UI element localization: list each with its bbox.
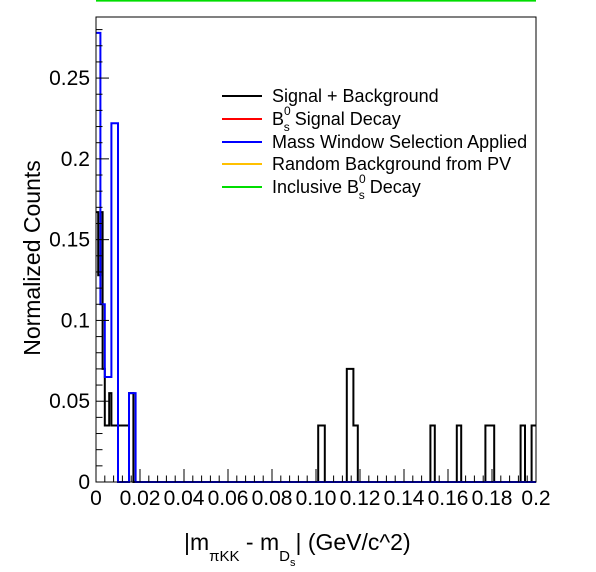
legend-label-3: Random Background from PV [272,154,511,174]
x-tick-label: 0.12 [340,487,381,510]
x-axis-title-part: D [279,548,290,565]
x-axis-title-part: | (GeV/c^2) [295,529,410,555]
y-tick-label: 0.1 [61,309,90,332]
axes-layer: 0 0.02 0.04 0.06 0.08 0.10 0.12 0.14 0.16 0.18 0.2… [49,16,551,510]
legend-subscript: s [284,120,290,134]
x-axis-title-part: πKK [209,548,239,565]
legend-subscript: s [359,188,365,202]
legend-label-0: Signal + Background [272,86,439,106]
x-tick-label: 0.06 [208,487,249,510]
y-tick-label: 0.25 [49,67,90,90]
y-axis-title: Normalized Counts [19,160,45,356]
legend-superscript: 0 [284,104,291,118]
x-axis-title: |mπKK - mDs | (GeV/c^2) [184,529,411,569]
x-tick-label: 0.02 [120,487,161,510]
legend-text-part: Inclusive B [272,177,359,197]
legend-text-part: Decay [365,177,421,197]
x-tick-label: 0.04 [164,487,205,510]
legend-label-2: Mass Window Selection Applied [272,132,527,152]
x-tick-label: 0.16 [428,487,469,510]
legend-label-4: Inclusive B0 s Decay [272,172,421,202]
legend-superscript: 0 [359,172,366,186]
y-tick-label: 0.2 [61,148,90,171]
x-tick-label: 0.2 [521,487,550,510]
x-tick-label: 0.14 [384,487,425,510]
y-tick-label: 0 [78,471,90,494]
y-tick-label: 0.15 [49,229,90,252]
legend-text-part: Signal Decay [290,109,401,129]
y-tick-label: 0.05 [49,390,90,413]
x-axis-title-part: - m [240,529,280,555]
x-axis-title-part: s [290,557,296,569]
legend-label-1: B0 s Signal Decay [272,104,401,134]
x-axis-title-part: |m [184,529,209,555]
x-tick-label: 0.10 [296,487,337,510]
x-tick-label: 0.18 [472,487,513,510]
x-tick-label: 0 [90,487,102,510]
x-tick-label: 0.08 [252,487,293,510]
legend-text-part: B [272,109,284,129]
